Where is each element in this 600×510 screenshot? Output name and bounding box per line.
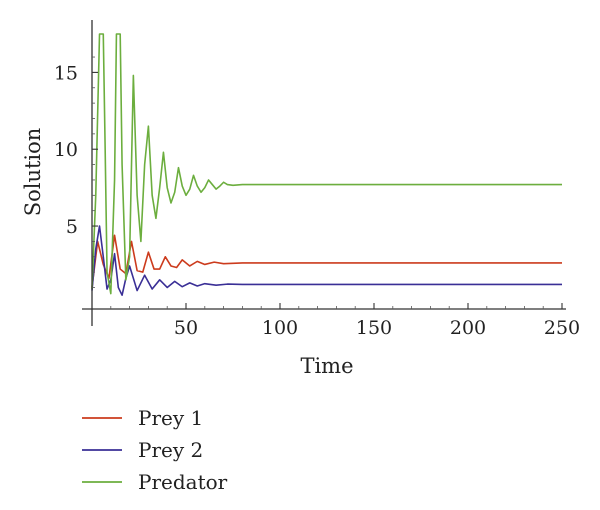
legend-label: Predator bbox=[138, 470, 228, 494]
x-tick-label: 150 bbox=[356, 317, 392, 339]
legend-label: Prey 1 bbox=[138, 406, 203, 430]
x-tick-label: 100 bbox=[262, 317, 298, 339]
x-tick-label: 50 bbox=[174, 317, 198, 339]
series-layer bbox=[91, 33, 562, 296]
y-tick-label: 10 bbox=[54, 139, 78, 161]
ticks: 50 100 150 200 250 5 10 15 bbox=[54, 56, 580, 339]
series-line-predator bbox=[91, 33, 562, 295]
y-tick-label: 15 bbox=[54, 62, 78, 84]
y-axis-title: Solution bbox=[21, 128, 45, 217]
y-tick-label: 5 bbox=[66, 216, 78, 238]
x-axis-title: Time bbox=[300, 354, 353, 378]
series-line-prey-2 bbox=[91, 225, 562, 296]
legend-label: Prey 2 bbox=[138, 438, 203, 462]
legend: Prey 1 Prey 2 Predator bbox=[82, 406, 228, 494]
series-line-prey-1 bbox=[91, 234, 562, 288]
x-tick-label: 250 bbox=[544, 317, 580, 339]
axes bbox=[82, 20, 566, 326]
x-tick-label: 200 bbox=[450, 317, 486, 339]
